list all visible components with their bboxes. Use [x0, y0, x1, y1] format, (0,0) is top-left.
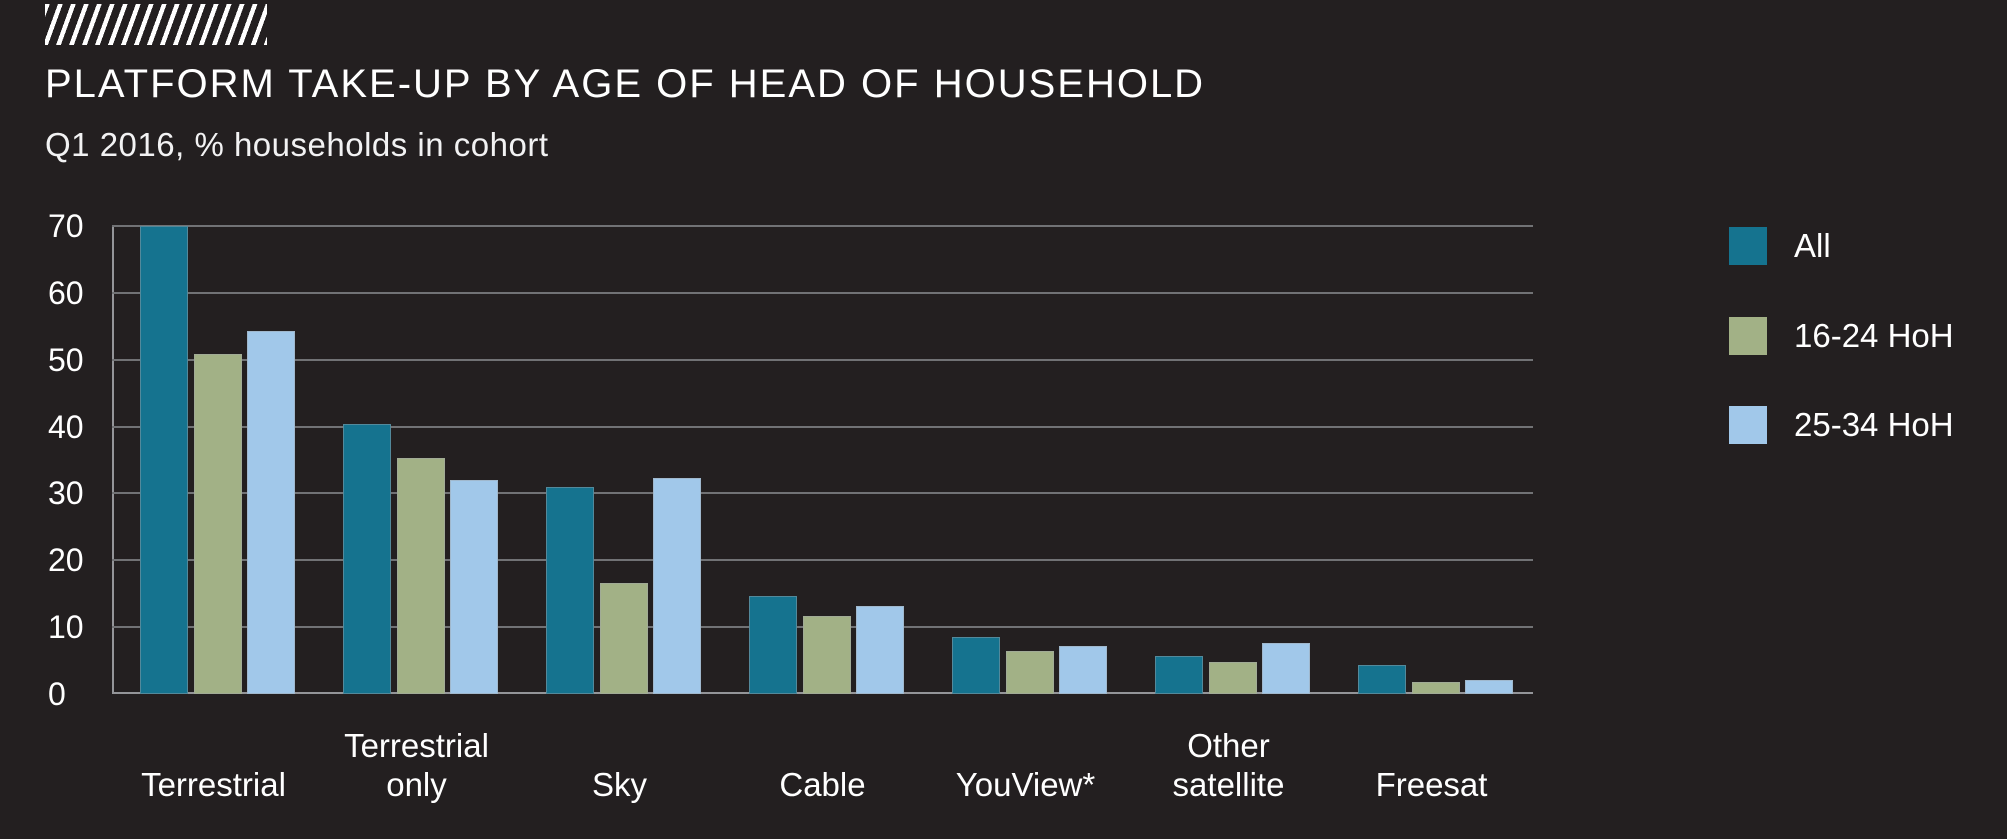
bar-all-terrestrial: [140, 226, 188, 694]
x-axis-label-terrestrial-only: Terrestrial only: [344, 727, 489, 803]
x-axis-label-terrestrial: Terrestrial: [141, 766, 286, 803]
y-axis-line: [112, 226, 114, 694]
gridline-20: [112, 559, 1533, 562]
legend-item-all: All: [1729, 227, 1831, 265]
bar-16-24-hoh-other-satellite: [1208, 661, 1257, 694]
page-subtitle: Q1 2016, % households in cohort: [45, 126, 549, 163]
bar-all-youview-: [952, 637, 1000, 694]
legend-swatch-icon: [1729, 316, 1767, 355]
legend-swatch-icon: [1729, 406, 1767, 444]
bar-16-24-hoh-sky: [599, 583, 648, 694]
y-tick-label-40: 40: [48, 408, 84, 445]
bar-16-24-hoh-terrestrial-only: [396, 458, 445, 694]
x-axis-label-cable: Cable: [779, 766, 866, 803]
bar-16-24-hoh-cable: [802, 616, 851, 694]
hatch-decoration: [45, 4, 267, 45]
bar-all-cable: [749, 595, 797, 694]
legend-label: 16-24 HoH: [1794, 316, 1954, 354]
x-axis-label-sky: Sky: [591, 766, 647, 803]
bar-25-34-hoh-terrestrial: [247, 330, 295, 694]
bar-25-34-hoh-other-satellite: [1262, 643, 1310, 694]
gridline-60: [112, 291, 1533, 294]
gridline-30: [112, 492, 1533, 495]
y-tick-label-0: 0: [48, 676, 66, 712]
legend-label: 25-34 HoH: [1794, 406, 1954, 443]
bar-all-other-satellite: [1155, 655, 1203, 694]
gridline-70: [112, 225, 1533, 227]
bar-16-24-hoh-terrestrial: [193, 354, 242, 694]
legend-label: All: [1794, 227, 1831, 264]
legend-item-25-34-hoh: 25-34 HoH: [1729, 406, 1954, 444]
bar-25-34-hoh-terrestrial-only: [450, 480, 498, 694]
page-title: PLATFORM TAKE-UP BY AGE OF HEAD OF HOUSE…: [45, 62, 1206, 106]
x-axis-label-other-satellite: Other satellite: [1172, 727, 1285, 803]
y-tick-label-20: 20: [48, 542, 84, 579]
bar-all-freesat: [1358, 665, 1406, 694]
x-axis-label-youview-: YouView*: [955, 766, 1096, 803]
bar-25-34-hoh-freesat: [1465, 679, 1513, 694]
y-tick-label-70: 70: [48, 208, 84, 244]
bar-16-24-hoh-freesat: [1411, 681, 1460, 694]
x-axis-label-freesat: Freesat: [1375, 766, 1488, 803]
y-tick-label-60: 60: [48, 274, 84, 311]
gridline-50: [112, 358, 1533, 361]
legend-item-16-24-hoh: 16-24 HoH: [1729, 316, 1954, 355]
bar-16-24-hoh-youview-: [1005, 650, 1054, 694]
bar-25-34-hoh-cable: [856, 606, 904, 694]
legend-swatch-icon: [1729, 227, 1767, 265]
bar-all-terrestrial-only: [343, 423, 391, 694]
bar-25-34-hoh-youview-: [1059, 645, 1107, 694]
y-tick-label-50: 50: [48, 341, 84, 378]
y-tick-label-10: 10: [48, 609, 84, 646]
bar-25-34-hoh-sky: [653, 478, 701, 694]
gridline-40: [112, 425, 1533, 428]
plot-area: [112, 225, 1533, 694]
y-tick-label-30: 30: [48, 475, 84, 512]
bar-all-sky: [546, 486, 594, 694]
